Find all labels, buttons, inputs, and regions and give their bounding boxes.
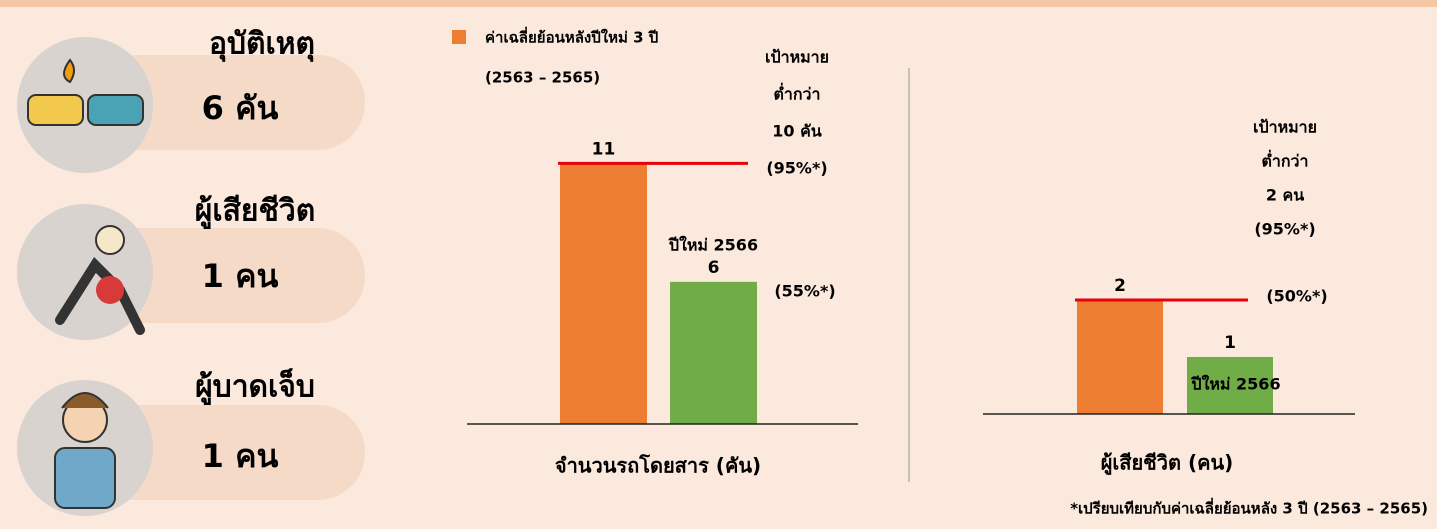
infographic: อุบัติเหตุ6 คันผู้เสียชีวิต1 คนผู้บาดเจ็… bbox=[0, 0, 1437, 529]
stat-label: ผู้เสียชีวิต bbox=[195, 194, 315, 230]
page: อุบัติเหตุ6 คันผู้เสียชีวิต1 คนผู้บาดเจ็… bbox=[0, 0, 1437, 529]
value-label: 1 bbox=[1224, 333, 1236, 353]
percent-annotation: (55%*) bbox=[774, 282, 835, 301]
legend-swatch bbox=[452, 30, 466, 44]
target-annotation: (95%*) bbox=[1254, 220, 1315, 239]
axis-title: จำนวนรถโดยสาร (คัน) bbox=[555, 454, 761, 478]
target-annotation: (95%*) bbox=[766, 159, 827, 178]
category-label: ปีใหม่ 2566 bbox=[1190, 375, 1281, 394]
target-annotation: ต่ำกว่า bbox=[1261, 150, 1308, 171]
bar bbox=[560, 163, 647, 424]
value-label: 6 bbox=[708, 258, 720, 278]
bar bbox=[1077, 300, 1163, 414]
category-label: ปีใหม่ 2566 bbox=[668, 235, 759, 254]
stat-label: อุบัติเหตุ bbox=[209, 27, 315, 63]
stat-value: 1 คน bbox=[202, 437, 279, 475]
legend-text: (2563 – 2565) bbox=[485, 69, 600, 87]
target-annotation: เป้าหมาย bbox=[1253, 118, 1317, 137]
stat-label: ผู้บาดเจ็บ bbox=[195, 368, 315, 406]
value-label: 11 bbox=[592, 139, 616, 159]
bar bbox=[670, 282, 757, 424]
target-annotation: 10 คัน bbox=[772, 122, 822, 141]
value-label: 2 bbox=[1114, 276, 1126, 296]
stat-value: 1 คน bbox=[202, 257, 279, 295]
percent-annotation: (50%*) bbox=[1266, 287, 1327, 306]
top-strip bbox=[0, 0, 1437, 7]
footnote: *เปรียบเทียบกับค่าเฉลี่ยย้อนหลัง 3 ปี (2… bbox=[1070, 498, 1428, 518]
legend-text: ค่าเฉลี่ยย้อนหลังปีใหม่ 3 ปี bbox=[485, 27, 658, 47]
target-annotation: เป้าหมาย bbox=[765, 48, 829, 67]
stat-value: 6 คัน bbox=[202, 89, 279, 127]
target-annotation: 2 คน bbox=[1266, 186, 1304, 205]
axis-title: ผู้เสียชีวิต (คน) bbox=[1101, 451, 1234, 477]
target-annotation: ต่ำกว่า bbox=[773, 83, 820, 104]
